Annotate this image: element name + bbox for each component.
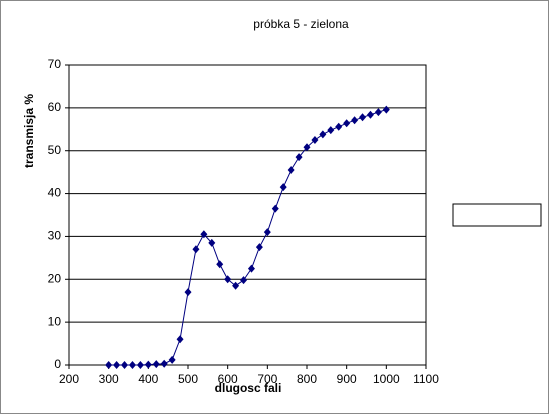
data-point xyxy=(374,108,382,117)
data-point xyxy=(105,361,113,369)
data-point xyxy=(168,355,176,364)
y-tick-label: 70 xyxy=(48,57,62,71)
data-point xyxy=(271,204,279,213)
y-tick-label: 0 xyxy=(54,357,61,371)
y-tick-label: 50 xyxy=(48,143,62,157)
data-point xyxy=(263,228,271,237)
x-tick-label: 600 xyxy=(218,372,238,386)
data-point xyxy=(287,166,295,174)
x-tick-label: 900 xyxy=(337,372,357,386)
x-tick-label: 1000 xyxy=(373,372,400,386)
data-point xyxy=(366,110,374,119)
data-point xyxy=(144,360,152,369)
data-point xyxy=(279,183,287,192)
data-point xyxy=(335,122,343,131)
data-point xyxy=(113,361,121,369)
y-tick-label: 20 xyxy=(48,271,62,285)
x-tick-label: 700 xyxy=(257,372,277,386)
data-point xyxy=(136,361,144,369)
data-point xyxy=(240,276,248,285)
data-point xyxy=(382,105,390,114)
data-point xyxy=(216,260,224,269)
data-point xyxy=(319,130,327,139)
x-tick-label: 200 xyxy=(59,372,79,386)
data-point xyxy=(192,245,200,254)
data-point xyxy=(255,243,263,252)
data-point xyxy=(327,126,335,135)
data-point xyxy=(176,335,184,344)
x-axis-label: dlugosc fali xyxy=(215,381,282,395)
y-tick-label: 60 xyxy=(48,100,62,114)
data-point xyxy=(311,136,319,144)
data-point xyxy=(247,264,255,273)
x-tick-label: 500 xyxy=(178,372,198,386)
data-point xyxy=(359,113,367,122)
legend xyxy=(452,203,542,227)
data-point xyxy=(208,238,216,247)
plot-area xyxy=(68,64,427,366)
y-tick-label: 10 xyxy=(48,314,62,328)
x-tick-label: 400 xyxy=(138,372,158,386)
data-point xyxy=(128,361,136,369)
data-point xyxy=(224,275,232,284)
x-tick-label: 800 xyxy=(297,372,317,386)
y-tick-label: 40 xyxy=(48,186,62,200)
y-axis-label: transmisja % xyxy=(22,94,36,168)
y-tick-label: 30 xyxy=(48,229,62,243)
data-point xyxy=(351,116,359,125)
x-tick-label: 1100 xyxy=(413,372,439,386)
data-point xyxy=(152,360,160,369)
data-point xyxy=(232,281,240,290)
x-tick-label: 300 xyxy=(99,372,119,386)
data-point xyxy=(200,230,208,239)
data-point xyxy=(343,119,351,128)
data-point xyxy=(303,143,311,152)
data-point xyxy=(184,288,192,297)
data-point xyxy=(295,153,303,162)
data-point xyxy=(121,361,129,369)
data-point xyxy=(160,359,168,368)
chart-title: próbka 5 - zielona xyxy=(253,17,349,31)
